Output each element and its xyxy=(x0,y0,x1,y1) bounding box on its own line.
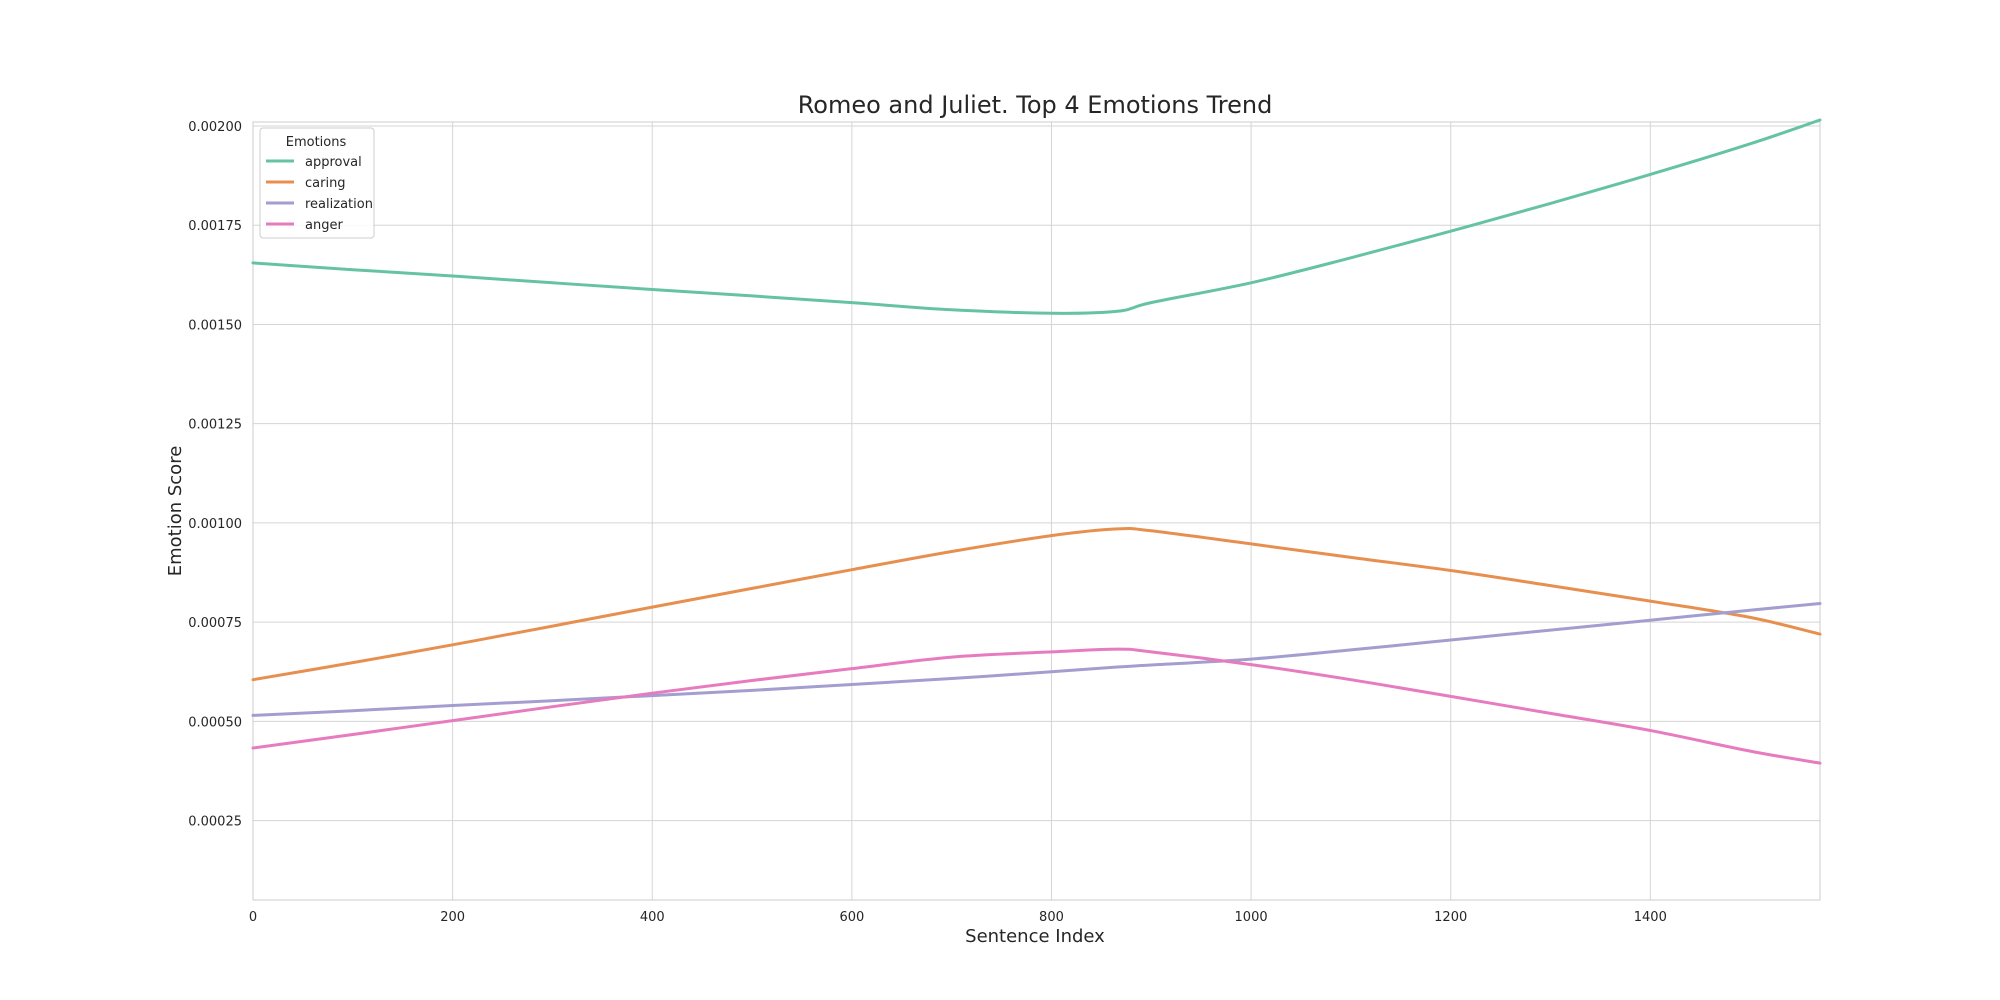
x-tick-label: 1400 xyxy=(1634,910,1667,925)
legend-label-realization: realization xyxy=(305,197,373,212)
legend-label-anger: anger xyxy=(305,218,343,233)
y-tick-label: 0.00100 xyxy=(188,517,242,532)
chart-title: Romeo and Juliet. Top 4 Emotions Trend xyxy=(798,91,1273,119)
grid xyxy=(252,122,1820,900)
y-tick-label: 0.00150 xyxy=(188,318,242,333)
legend-title: Emotions xyxy=(286,135,347,150)
y-tick-label: 0.00075 xyxy=(188,616,242,631)
y-tick-label: 0.00050 xyxy=(188,715,242,730)
series-line-approval xyxy=(251,118,1822,315)
x-tick-label: 800 xyxy=(1039,910,1064,925)
x-tick-label: 200 xyxy=(440,910,465,925)
y-tick-label: 0.00200 xyxy=(188,120,242,135)
x-tick-label: 0 xyxy=(249,910,257,925)
legend: Emotions approval caring realization anger xyxy=(259,127,375,239)
y-tick-label: 0.00175 xyxy=(188,219,242,234)
x-tick-label: 1200 xyxy=(1434,910,1467,925)
series-line-realization xyxy=(251,602,1822,717)
y-axis-ticks: 0.00025 0.00050 0.00075 0.00100 0.00125 0.001… xyxy=(188,120,242,830)
series-line-caring xyxy=(251,526,1822,682)
plot-frame xyxy=(252,121,1821,901)
x-tick-label: 1000 xyxy=(1235,910,1268,925)
y-tick-label: 0.00025 xyxy=(188,815,242,830)
x-tick-label: 600 xyxy=(839,910,864,925)
x-tick-label: 400 xyxy=(640,910,665,925)
y-axis-label: Emotion Score xyxy=(165,446,186,577)
x-axis-ticks: 0 200 400 600 800 1000 1200 1400 xyxy=(249,910,1667,925)
x-axis-label: Sentence Index xyxy=(965,926,1105,947)
y-tick-label: 0.00125 xyxy=(188,418,242,433)
legend-label-approval: approval xyxy=(305,155,362,170)
legend-items: approval caring realization anger xyxy=(266,155,373,233)
series-lines xyxy=(251,118,1822,765)
series-line-anger xyxy=(251,647,1822,765)
legend-box xyxy=(259,127,375,239)
legend-label-caring: caring xyxy=(305,176,346,191)
